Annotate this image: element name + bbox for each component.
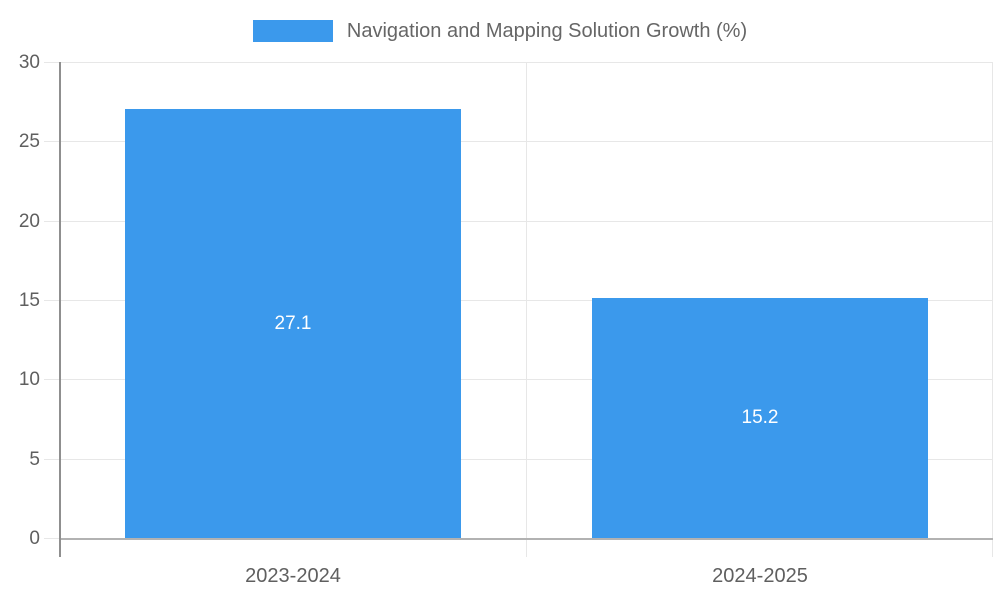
y-axis-tick (44, 141, 60, 143)
y-axis-tick (44, 458, 60, 460)
x-tick-label: 2023-2024 (245, 565, 341, 587)
bar-value-label: 15.2 (741, 407, 779, 428)
y-axis-tick (44, 379, 60, 381)
legend-label: Navigation and Mapping Solution Growth (… (346, 20, 748, 42)
y-tick-label: 0 (29, 528, 40, 549)
bar-value-label: 27.1 (274, 313, 312, 334)
y-tick-label: 30 (18, 52, 40, 73)
y-tick-label: 25 (18, 131, 40, 153)
y-tick-label: 20 (18, 210, 40, 232)
y-tick-label: 10 (18, 369, 40, 391)
legend-swatch (252, 20, 333, 42)
bar[interactable] (592, 298, 928, 539)
chart-legend[interactable]: Navigation and Mapping Solution Growth (… (0, 19, 1000, 43)
y-axis-tick (44, 300, 60, 301)
category-boundary-gridline (992, 63, 993, 557)
y-axis-tick (44, 538, 60, 539)
y-tick-label: 15 (18, 290, 40, 311)
bar[interactable] (125, 109, 461, 539)
y-tick-label: 5 (29, 448, 40, 470)
y-axis-tick (44, 220, 60, 222)
y-axis-line (59, 62, 61, 557)
x-tick-label: 2024-2025 (712, 565, 808, 587)
y-gridline (60, 62, 993, 63)
x-axis-line (60, 538, 993, 540)
y-axis-tick (44, 62, 60, 63)
category-boundary-gridline (526, 63, 527, 557)
